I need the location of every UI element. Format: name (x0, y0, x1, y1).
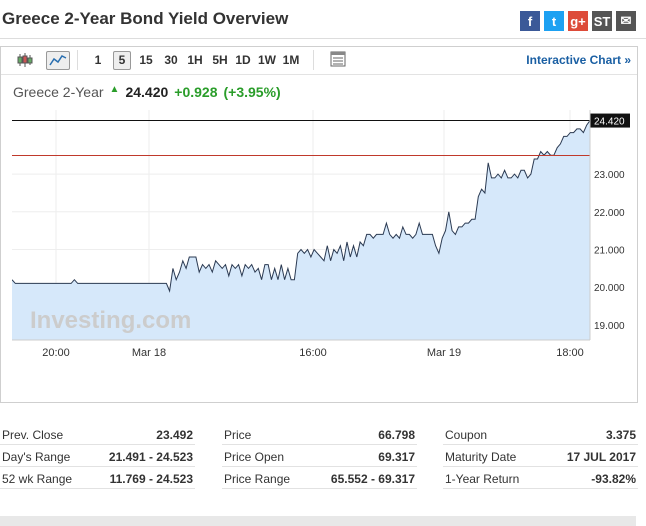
x-tick-label: 16:00 (299, 347, 327, 359)
watermark-logo: Investing.com (30, 307, 191, 334)
interval-button-1[interactable]: 1 (94, 53, 102, 67)
x-tick-label: 18:00 (556, 347, 584, 359)
interval-button-5[interactable]: 5 (113, 51, 131, 70)
email-icon[interactable]: ✉ (616, 11, 636, 31)
stat-value: 23.492 (156, 428, 193, 442)
stat-label: Price Range (224, 472, 291, 486)
stats-row: Coupon 3.375 (443, 424, 638, 445)
stats-row: Price Range 65.552 - 69.317 (222, 468, 417, 489)
stats-row: Price 66.798 (222, 424, 417, 445)
stat-label: Maturity Date (445, 450, 517, 464)
interval-button-5h[interactable]: 5H (212, 53, 228, 67)
price-change-percent: (+3.95%) (223, 84, 281, 100)
quote-header: Greece 2-Year ▲ 24.420 +0.928 (+3.95%) (13, 84, 281, 100)
stat-label: Coupon (445, 428, 488, 442)
interval-button-1h[interactable]: 1H (187, 53, 203, 67)
stocktwits-icon[interactable]: ST (592, 11, 612, 31)
stat-value: 21.491 - 24.523 (108, 450, 193, 464)
up-arrow-icon: ▲ (109, 84, 120, 95)
page-title: Greece 2-Year Bond Yield Overview (2, 9, 289, 28)
price-chart[interactable]: Investing.com 24.420 19.000 20.000 21.000 22.… (11, 110, 632, 405)
last-price-tag (590, 113, 630, 128)
interval-button-1w[interactable]: 1W (258, 53, 276, 67)
toolbar-separator (77, 50, 78, 70)
y-tick-label: 19.000 (594, 321, 625, 332)
stat-value: 11.769 - 24.523 (109, 472, 193, 486)
stat-label: 1-Year Return (445, 472, 520, 486)
y-tick-label: 22.000 (594, 208, 625, 219)
stat-value: 69.317 (378, 450, 415, 464)
last-price-label: 24.420 (594, 117, 625, 128)
facebook-icon[interactable]: f (520, 11, 540, 31)
stat-value: 3.375 (605, 428, 636, 442)
stat-label: 52 wk Range (2, 472, 73, 486)
stat-value: -93.82% (591, 472, 636, 486)
instrument-name: Greece 2-Year (13, 84, 104, 100)
area-chart-icon[interactable] (46, 51, 70, 70)
social-share-bar: f t g+ ST ✉ (520, 11, 636, 31)
stats-row: Day's Range 21.491 - 24.523 (0, 446, 195, 467)
y-tick-label: 21.000 (594, 246, 625, 257)
candlestick-chart-icon[interactable] (15, 51, 35, 68)
interval-button-15[interactable]: 15 (139, 53, 153, 67)
x-tick-label: Mar 19 (427, 347, 461, 359)
stats-row: Prev. Close 23.492 (0, 424, 195, 445)
price-change: +0.928 (174, 84, 218, 100)
stat-value: 66.798 (378, 428, 415, 442)
interactive-chart-link[interactable]: Interactive Chart » (526, 53, 631, 67)
stat-value: 17 JUL 2017 (566, 450, 636, 464)
x-tick-label: Mar 18 (132, 347, 166, 359)
stat-value: 65.552 - 69.317 (330, 472, 415, 486)
area-fill (12, 120, 590, 340)
stats-row: Price Open 69.317 (222, 446, 417, 467)
stat-label: Prev. Close (2, 428, 64, 442)
stat-label: Price (224, 428, 252, 442)
bottom-bar (0, 516, 636, 526)
interval-button-1d[interactable]: 1D (235, 53, 251, 67)
stat-label: Price Open (224, 450, 285, 464)
stats-row: 52 wk Range 11.769 - 24.523 (0, 468, 195, 489)
y-tick-label: 23.000 (594, 170, 625, 181)
title-divider (0, 38, 646, 39)
interval-button-1m[interactable]: 1M (282, 53, 300, 67)
toolbar-separator (313, 50, 314, 70)
chart-toolbar: 1 5 15 30 1H 5H 1D 1W 1M Interactive Chart » (1, 47, 637, 75)
stats-row: 1-Year Return -93.82% (443, 468, 638, 489)
stat-label: Day's Range (2, 450, 71, 464)
interval-button-30[interactable]: 30 (164, 53, 178, 67)
series-line (11, 120, 591, 293)
table-view-icon[interactable] (329, 51, 347, 68)
x-tick-label: 20:00 (42, 347, 70, 359)
stats-column: Coupon 3.375 Maturity Date 17 JUL 2017 1-Yea… (443, 424, 638, 490)
stats-column: Price 66.798 Price Open 69.317 Price Range 65… (222, 424, 417, 490)
stats-column: Prev. Close 23.492 Day's Range 21.491 - 24.… (0, 424, 195, 490)
y-tick-label: 20.000 (594, 283, 625, 294)
last-price: 24.420 (125, 84, 169, 100)
google-plus-icon[interactable]: g+ (568, 11, 588, 31)
stats-row: Maturity Date 17 JUL 2017 (443, 446, 638, 467)
twitter-icon[interactable]: t (544, 11, 564, 31)
chart-panel: 1 5 15 30 1H 5H 1D 1W 1M Interactive Chart » Gre… (0, 46, 638, 403)
price-chart-svg[interactable]: Investing.com 24.420 19.000 20.000 21.000 22.… (11, 110, 632, 400)
